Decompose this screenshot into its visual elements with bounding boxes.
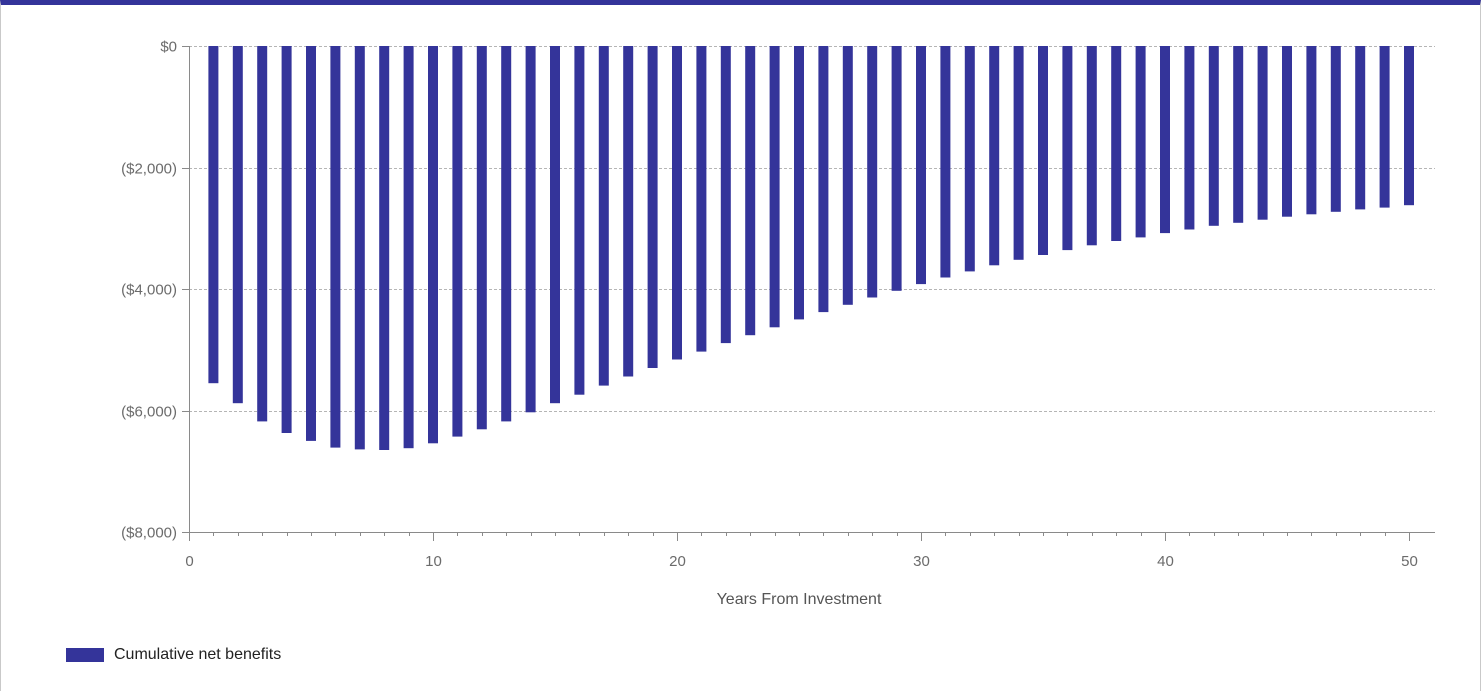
- bar: [208, 46, 219, 384]
- legend-label: Cumulative net benefits: [114, 646, 282, 663]
- bar: [940, 46, 951, 278]
- bar: [1160, 46, 1170, 234]
- bar: [379, 46, 390, 450]
- bar: [574, 46, 585, 395]
- bar: [306, 46, 316, 441]
- bars: [208, 46, 1414, 450]
- y-tick-label: ($6,000): [121, 404, 177, 421]
- bar: [1233, 46, 1244, 223]
- bar: [598, 46, 609, 386]
- bar: [1404, 46, 1414, 206]
- bar: [1111, 46, 1122, 241]
- bar: [281, 46, 292, 433]
- bar: [647, 46, 658, 368]
- bar: [1208, 46, 1219, 226]
- y-tick-label: $0: [160, 39, 177, 56]
- bar: [623, 46, 634, 377]
- bar: [794, 46, 804, 320]
- bar: [891, 46, 902, 291]
- bar: [672, 46, 682, 360]
- axes: $0 ($2,000) ($4,000) ($6,000) ($8,000) 0 10 20 3…: [121, 39, 1435, 570]
- bar: [1282, 46, 1292, 217]
- bar: [232, 46, 243, 404]
- bar: [696, 46, 707, 352]
- bar: [1135, 46, 1146, 238]
- x-axis-title: Years From Investment: [717, 591, 882, 608]
- x-tick-label: 20: [669, 553, 686, 570]
- bar: [403, 46, 414, 449]
- bar: [1355, 46, 1366, 210]
- bar: [745, 46, 756, 336]
- x-tick-label: 40: [1157, 553, 1174, 570]
- bar: [257, 46, 268, 422]
- bar: [867, 46, 878, 298]
- bar: [720, 46, 731, 344]
- bar: [1062, 46, 1073, 251]
- bar: [1257, 46, 1268, 220]
- bar: [525, 46, 536, 413]
- bar: [428, 46, 438, 444]
- bar: [501, 46, 512, 422]
- bar-chart: $0 ($2,000) ($4,000) ($6,000) ($8,000) 0 10 20 3…: [121, 39, 1435, 608]
- y-tick-label: ($4,000): [121, 282, 177, 299]
- bar: [916, 46, 926, 285]
- bar: [989, 46, 1000, 266]
- bar: [452, 46, 463, 437]
- bar: [1184, 46, 1195, 230]
- bar: [769, 46, 780, 328]
- y-tick-label: ($8,000): [121, 525, 177, 542]
- y-tick-label: ($2,000): [121, 161, 177, 178]
- x-tick-label: 10: [425, 553, 442, 570]
- bar: [1086, 46, 1097, 246]
- x-tick-label: 50: [1401, 553, 1418, 570]
- bar: [842, 46, 853, 305]
- bar: [1013, 46, 1024, 260]
- bar: [1330, 46, 1341, 212]
- bar: [354, 46, 365, 450]
- bar: [1379, 46, 1390, 208]
- bar: [476, 46, 487, 430]
- bar: [330, 46, 341, 448]
- bar: [964, 46, 975, 272]
- x-tick-label: 0: [185, 553, 193, 570]
- legend: Cumulative net benefits: [66, 646, 281, 664]
- x-tick-label: 30: [913, 553, 930, 570]
- bar: [1306, 46, 1317, 215]
- bar: [818, 46, 829, 313]
- gridlines: [189, 46, 1435, 412]
- legend-swatch: [66, 648, 104, 662]
- bar: [550, 46, 560, 404]
- bar: [1038, 46, 1048, 255]
